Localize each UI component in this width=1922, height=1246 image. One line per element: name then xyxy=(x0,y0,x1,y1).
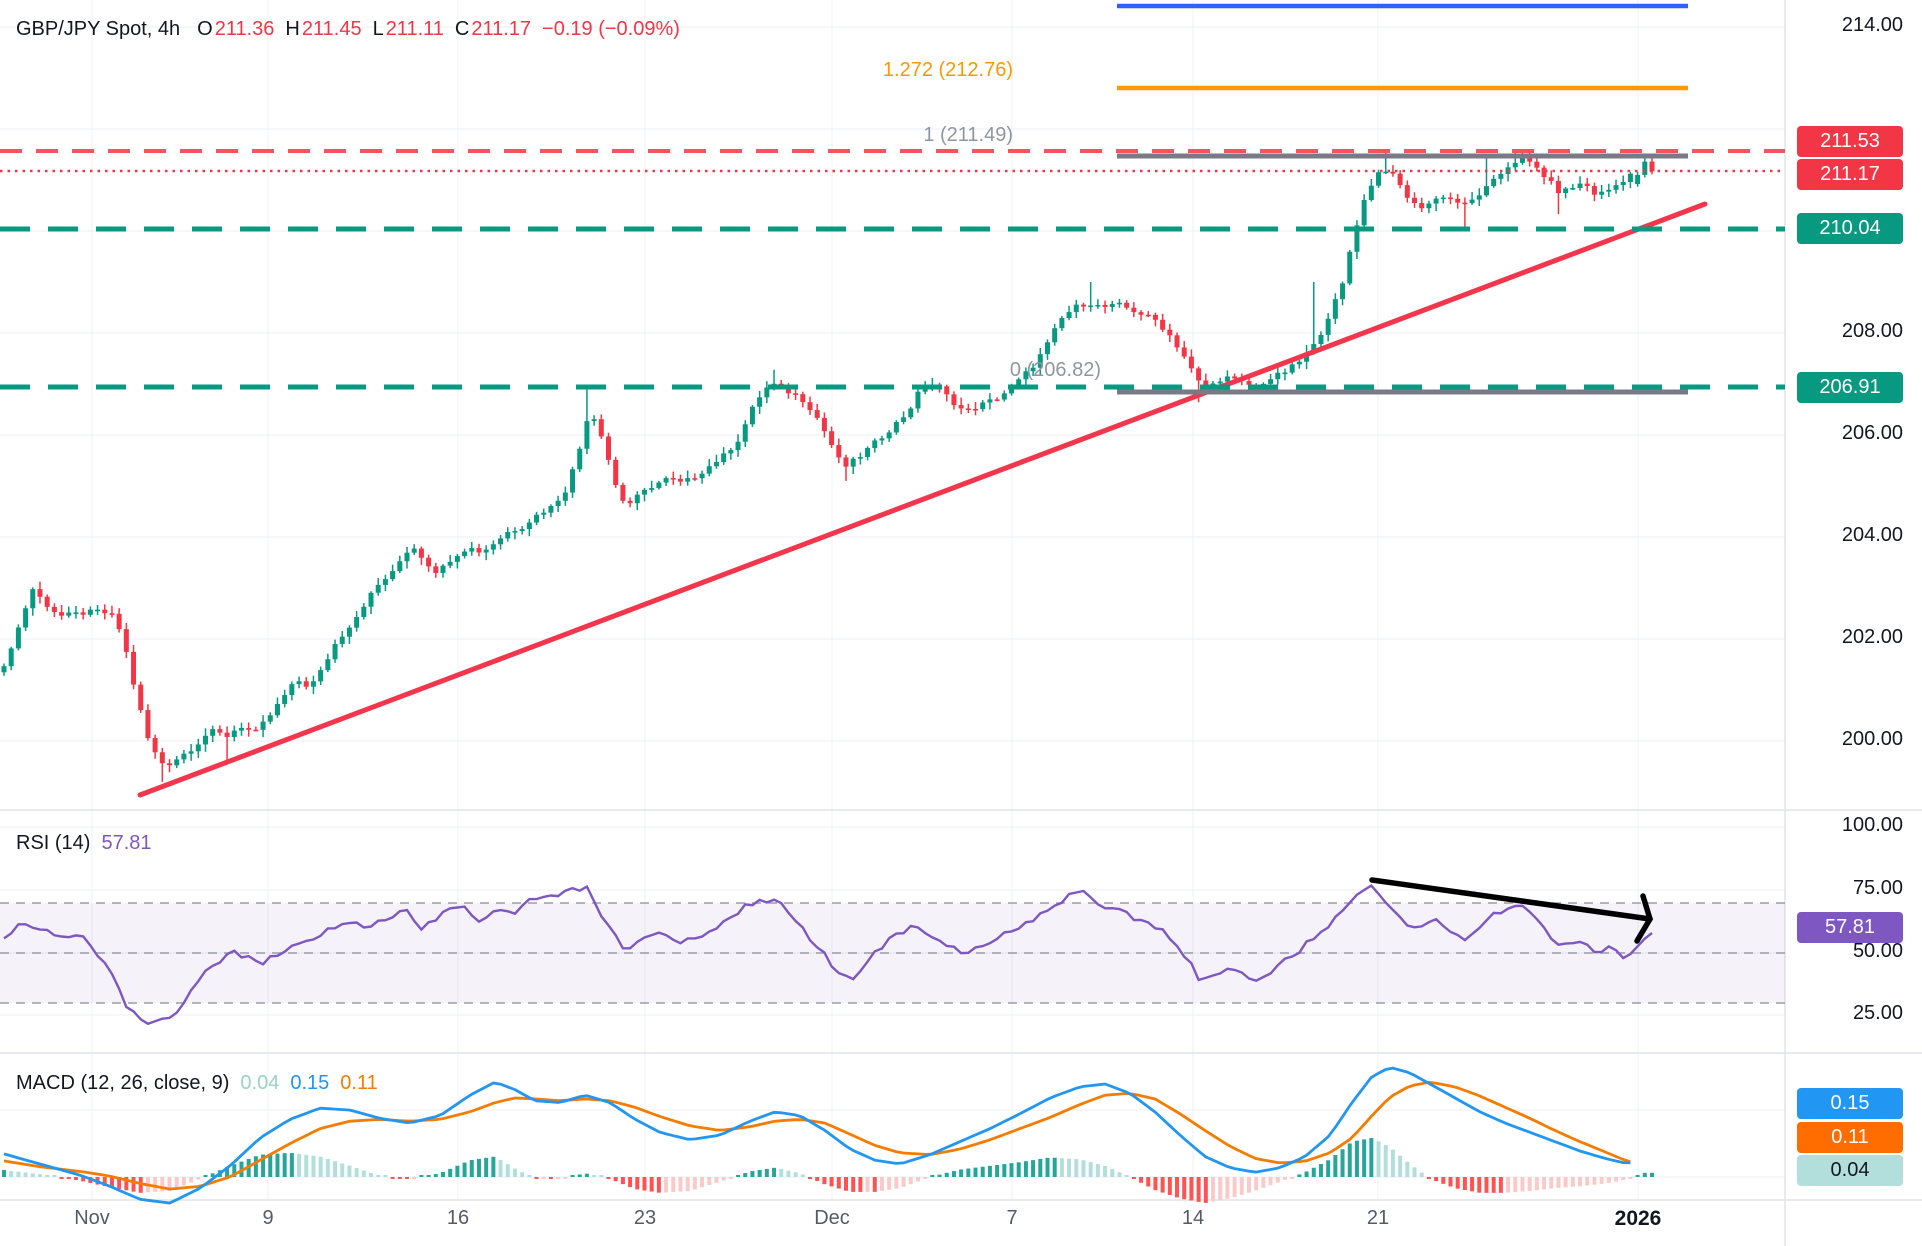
rsi-band xyxy=(0,902,1785,1004)
fib-lines xyxy=(1117,3,1688,395)
rsi-plot xyxy=(3,884,1653,1026)
candlesticks xyxy=(1,150,1655,782)
macd-histogram xyxy=(2,1138,1654,1203)
gridlines xyxy=(0,0,1785,1200)
level-lines xyxy=(0,149,1785,390)
macd-main-line xyxy=(3,1066,1631,1205)
macd-signal-line xyxy=(3,1080,1631,1191)
macd-lines xyxy=(3,1066,1631,1205)
rsi-trend-arrow xyxy=(1369,877,1653,944)
rsi-line xyxy=(3,884,1653,1026)
trendline xyxy=(137,201,1708,798)
